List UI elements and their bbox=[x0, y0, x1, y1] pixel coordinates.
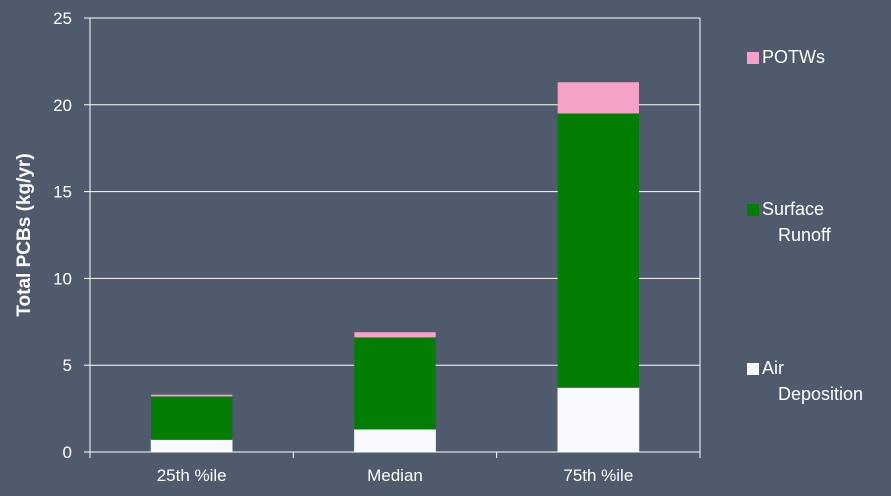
bar-segment bbox=[354, 337, 436, 430]
tick-layer: 0 5 10 15 20 25 25th %ile Median 75th %ile bbox=[53, 9, 701, 485]
legend-swatch bbox=[747, 52, 759, 64]
x-tick-label: 75th %ile bbox=[563, 466, 633, 485]
bar-segment bbox=[354, 332, 436, 338]
bar-segment bbox=[151, 394, 233, 397]
axis-layer bbox=[89, 18, 701, 453]
bar-segment bbox=[354, 429, 436, 453]
x-tick-label: Median bbox=[367, 466, 423, 485]
x-tick-label: 25th %ile bbox=[157, 466, 227, 485]
y-tick-label: 0 bbox=[63, 443, 72, 462]
legend-swatch bbox=[747, 363, 759, 375]
y-tick-label: 25 bbox=[53, 9, 72, 28]
bars-layer bbox=[150, 82, 640, 453]
legend-label: Deposition bbox=[778, 384, 863, 404]
bar-segment bbox=[150, 439, 233, 453]
legend-label: Surface bbox=[762, 199, 824, 219]
bar-segment bbox=[557, 387, 640, 453]
bar-segment bbox=[151, 396, 233, 440]
y-axis-title: Total PCBs (kg/yr) bbox=[14, 153, 35, 316]
legend-label: POTWs bbox=[762, 47, 825, 67]
legend-label: Runoff bbox=[778, 225, 832, 245]
y-tick-label: 5 bbox=[63, 356, 72, 375]
legend: Air Deposition Surface Runoff POTWs bbox=[747, 47, 863, 404]
y-tick-label: 20 bbox=[53, 96, 72, 115]
legend-label: Air bbox=[762, 358, 784, 378]
y-tick-label: 10 bbox=[53, 269, 72, 288]
bar-segment bbox=[557, 82, 639, 114]
legend-swatch bbox=[747, 204, 759, 216]
y-tick-label: 15 bbox=[53, 183, 72, 202]
bar-segment bbox=[557, 113, 639, 388]
